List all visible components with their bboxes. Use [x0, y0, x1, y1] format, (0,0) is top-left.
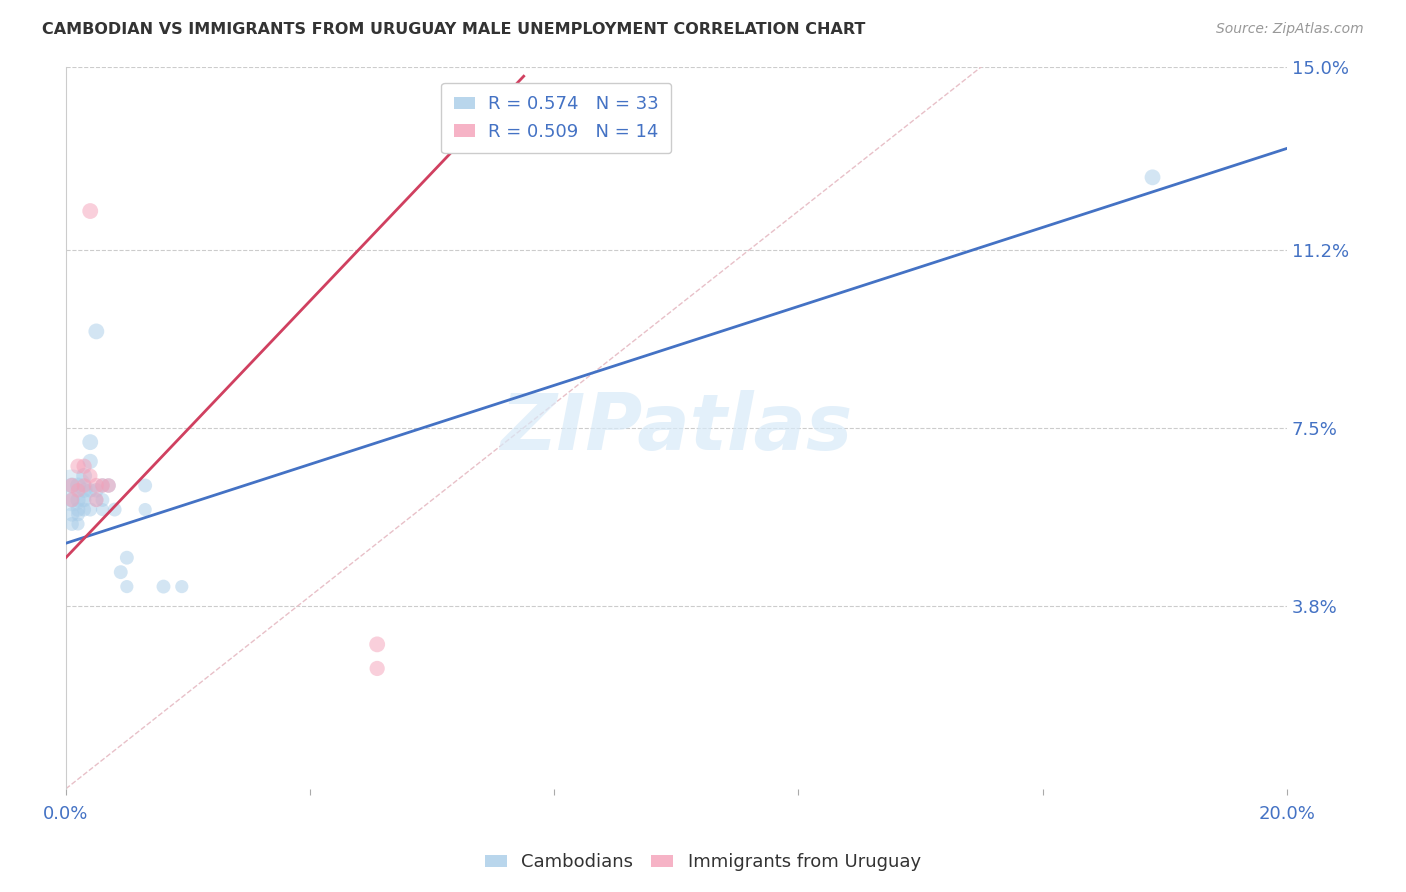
Point — [60, 492, 83, 507]
Point — [97, 478, 120, 492]
Point — [73, 468, 96, 483]
Point — [66, 492, 89, 507]
Point — [73, 483, 96, 498]
Point — [66, 483, 89, 498]
Point — [73, 459, 96, 474]
Point — [170, 580, 193, 594]
Point — [91, 478, 114, 492]
Point — [60, 508, 83, 522]
Point — [366, 637, 388, 651]
Point — [79, 204, 101, 219]
Point — [60, 478, 83, 492]
Point — [66, 459, 89, 474]
Point — [79, 454, 101, 468]
Point — [66, 508, 89, 522]
Point — [66, 478, 89, 492]
Point — [134, 502, 156, 516]
Legend: Cambodians, Immigrants from Uruguay: Cambodians, Immigrants from Uruguay — [478, 847, 928, 879]
Point — [86, 483, 108, 498]
Point — [60, 483, 83, 498]
Point — [152, 580, 174, 594]
Point — [86, 492, 108, 507]
Point — [79, 468, 101, 483]
Point — [110, 565, 132, 579]
Text: ZIPatlas: ZIPatlas — [501, 390, 852, 466]
Text: Source: ZipAtlas.com: Source: ZipAtlas.com — [1216, 22, 1364, 37]
Point — [60, 516, 83, 531]
Point — [73, 492, 96, 507]
Point — [79, 502, 101, 516]
Point — [104, 502, 127, 516]
Point — [60, 478, 83, 492]
Point — [73, 478, 96, 492]
Point — [86, 478, 108, 492]
Point — [134, 478, 156, 492]
Point — [91, 492, 114, 507]
Point — [86, 492, 108, 507]
Point — [79, 435, 101, 450]
Point — [86, 325, 108, 339]
Text: CAMBODIAN VS IMMIGRANTS FROM URUGUAY MALE UNEMPLOYMENT CORRELATION CHART: CAMBODIAN VS IMMIGRANTS FROM URUGUAY MAL… — [42, 22, 866, 37]
Point — [91, 502, 114, 516]
Legend: R = 0.574   N = 33, R = 0.509   N = 14: R = 0.574 N = 33, R = 0.509 N = 14 — [441, 83, 672, 153]
Point — [115, 550, 138, 565]
Point — [1142, 170, 1164, 185]
Point — [79, 483, 101, 498]
Point — [60, 492, 83, 507]
Point — [97, 478, 120, 492]
Point — [66, 516, 89, 531]
Point — [73, 502, 96, 516]
Point — [91, 478, 114, 492]
Point — [366, 661, 388, 675]
Point — [66, 502, 89, 516]
Point — [115, 580, 138, 594]
